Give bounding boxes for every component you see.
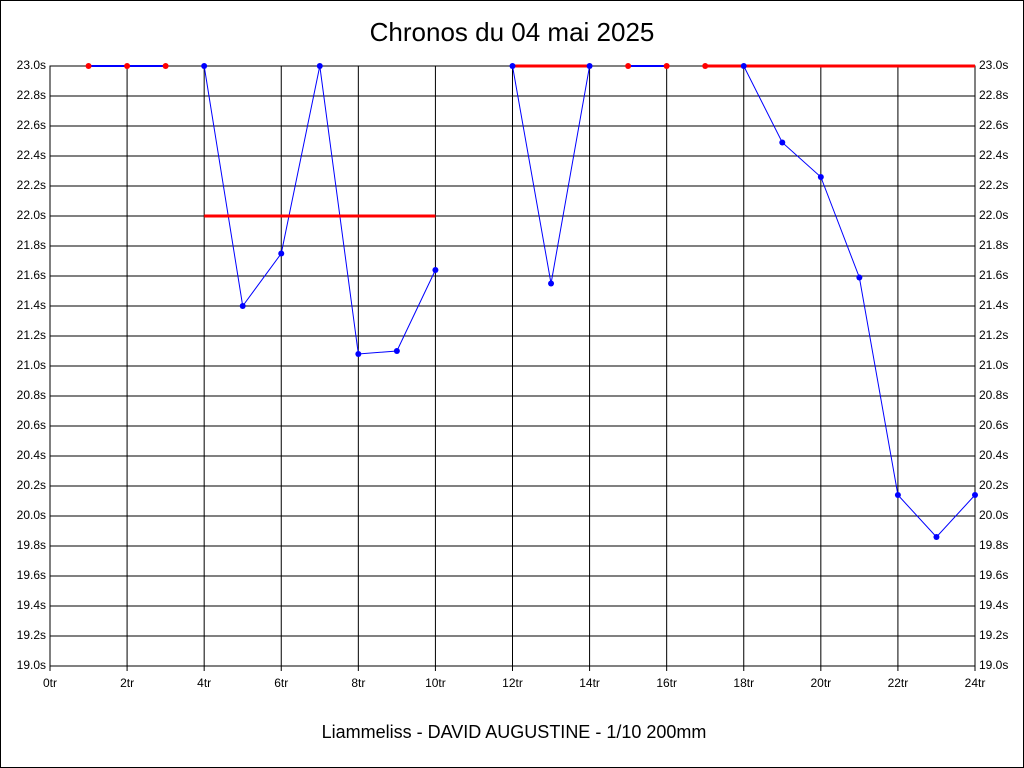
y-tick-label-right: 22.8s	[979, 88, 1008, 102]
y-tick-label: 20.2s	[17, 478, 46, 492]
y-tick-label: 19.8s	[17, 538, 46, 552]
y-tick-label: 19.4s	[17, 598, 46, 612]
point	[856, 274, 863, 281]
point	[972, 492, 978, 498]
y-tick-label-right: 22.0s	[979, 208, 1008, 222]
y-tick-label-right: 23.0s	[979, 58, 1008, 72]
point	[740, 63, 747, 69]
chart-title: Chronos du 04 mai 2025	[370, 17, 655, 47]
y-tick-label: 20.4s	[17, 448, 46, 462]
point	[239, 303, 246, 309]
x-tick-label: 4tr	[197, 676, 211, 690]
y-tick-label: 19.6s	[17, 568, 46, 582]
point	[779, 139, 786, 146]
point	[355, 351, 362, 357]
y-tick-label-right: 22.4s	[979, 148, 1008, 162]
y-tick-label-right: 20.4s	[979, 448, 1008, 462]
series-line	[705, 65, 976, 538]
x-tick-label: 24tr	[965, 676, 986, 690]
point	[316, 63, 323, 69]
point	[85, 63, 92, 69]
y-tick-label-right: 19.0s	[979, 658, 1008, 672]
y-tick-label-right: 19.6s	[979, 568, 1008, 582]
point	[548, 280, 555, 287]
x-tick-label: 12tr	[502, 676, 523, 690]
point	[933, 534, 940, 540]
x-tick-label: 16tr	[656, 676, 677, 690]
y-tick-label: 21.4s	[17, 298, 46, 312]
y-tick-label-right: 21.2s	[979, 328, 1008, 342]
y-tick-label-right: 19.8s	[979, 538, 1008, 552]
x-tick-label: 6tr	[274, 676, 288, 690]
x-tick-label: 8tr	[351, 676, 365, 690]
point	[201, 63, 208, 69]
y-tick-label: 21.6s	[17, 268, 46, 282]
point	[278, 250, 285, 257]
y-tick-label-right: 20.0s	[979, 508, 1008, 522]
y-tick-label: 22.2s	[17, 178, 46, 192]
point	[393, 348, 400, 354]
y-tick-label-right: 20.2s	[979, 478, 1008, 492]
y-tick-label-right: 20.6s	[979, 418, 1008, 432]
y-tick-label-right: 21.6s	[979, 268, 1008, 282]
y-tick-label-right: 20.8s	[979, 388, 1008, 402]
y-tick-label: 20.6s	[17, 418, 46, 432]
y-tick-label: 22.4s	[17, 148, 46, 162]
y-tick-label: 22.0s	[17, 208, 46, 222]
y-tick-label: 21.0s	[17, 358, 46, 372]
point	[586, 63, 593, 69]
point	[625, 63, 632, 69]
y-tick-label: 20.0s	[17, 508, 46, 522]
point	[509, 63, 516, 69]
y-tick-label: 22.6s	[17, 118, 46, 132]
point	[162, 63, 169, 69]
point	[817, 174, 824, 180]
y-tick-label: 23.0s	[17, 58, 46, 72]
point	[702, 63, 709, 69]
y-tick-label: 19.0s	[17, 658, 46, 672]
y-tick-label-right: 21.8s	[979, 238, 1008, 252]
y-tick-label-right: 21.0s	[979, 358, 1008, 372]
y-tick-label-right: 21.4s	[979, 298, 1008, 312]
y-tick-label: 19.2s	[17, 628, 46, 642]
y-tick-label: 20.8s	[17, 388, 46, 402]
x-tick-label: 14tr	[579, 676, 600, 690]
y-tick-label-right: 19.2s	[979, 628, 1008, 642]
y-tick-label-right: 22.6s	[979, 118, 1008, 132]
point	[432, 267, 439, 273]
x-tick-label: 22tr	[888, 676, 909, 690]
x-tick-label: 0tr	[43, 676, 57, 690]
x-tick-label: 2tr	[120, 676, 134, 690]
point	[124, 63, 131, 69]
y-tick-label: 21.8s	[17, 238, 46, 252]
x-tick-label: 20tr	[810, 676, 831, 690]
x-tick-label: 18tr	[733, 676, 754, 690]
y-tick-label: 21.2s	[17, 328, 46, 342]
point	[894, 492, 901, 498]
chart-footer: Liammeliss - DAVID AUGUSTINE - 1/10 200m…	[322, 722, 707, 742]
x-tick-label: 10tr	[425, 676, 446, 690]
point	[663, 63, 670, 69]
y-tick-label-right: 22.2s	[979, 178, 1008, 192]
y-tick-label-right: 19.4s	[979, 598, 1008, 612]
y-tick-label: 22.8s	[17, 88, 46, 102]
